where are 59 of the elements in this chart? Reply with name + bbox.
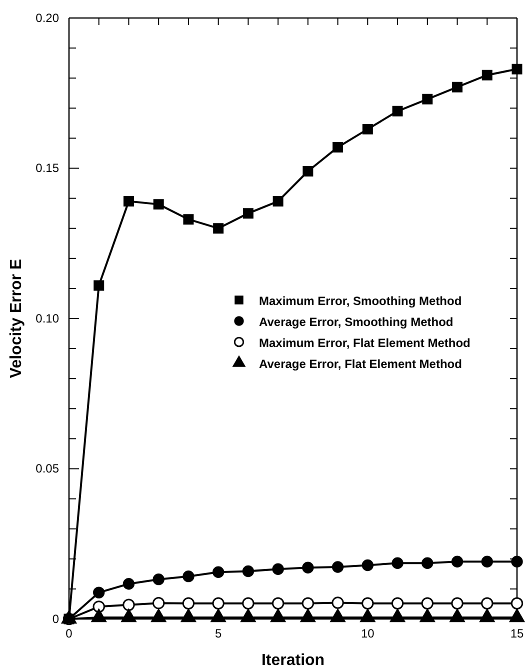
x-tick-label: 10 — [360, 626, 375, 641]
point — [422, 94, 433, 104]
point — [392, 557, 404, 569]
y-tick-label: 0.15 — [36, 161, 60, 176]
point — [272, 196, 284, 207]
point — [510, 597, 524, 610]
point — [452, 82, 463, 92]
point — [272, 597, 284, 610]
point — [212, 597, 224, 610]
point — [422, 557, 434, 569]
point — [332, 142, 344, 152]
point — [153, 199, 164, 210]
point — [183, 214, 194, 225]
point — [302, 562, 314, 574]
point — [152, 596, 165, 610]
point — [272, 563, 284, 575]
point — [512, 64, 522, 74]
y-tick-label: 0.10 — [36, 311, 60, 326]
point — [213, 223, 224, 234]
point — [332, 596, 344, 609]
point — [93, 586, 105, 598]
point — [182, 570, 194, 582]
point — [451, 556, 464, 568]
point — [182, 597, 195, 610]
y-tick-label: 0.05 — [36, 462, 60, 476]
point — [242, 208, 254, 219]
legend-label: Maximum Error, Smoothing Method — [259, 294, 462, 308]
point — [421, 597, 434, 610]
point — [391, 597, 404, 610]
point — [122, 598, 135, 611]
point — [302, 597, 314, 610]
point — [362, 559, 374, 572]
point — [451, 597, 464, 610]
legend-label: Average Error, Flat Element Method — [259, 357, 462, 371]
point — [482, 70, 492, 80]
point — [122, 578, 135, 590]
point — [392, 106, 403, 116]
legend-label: Average Error, Smoothing Method — [259, 315, 454, 329]
point — [242, 597, 254, 610]
point — [481, 597, 494, 610]
legend-label: Maximum Error, Flat Element Method — [259, 336, 470, 350]
point — [302, 166, 314, 176]
point — [362, 597, 374, 610]
point — [152, 573, 164, 586]
point — [212, 566, 224, 578]
x-axis-title: Iteration — [261, 652, 325, 669]
x-tick-label: 0 — [66, 626, 73, 641]
point — [242, 565, 254, 578]
point — [94, 280, 104, 291]
x-tick-label: 15 — [510, 626, 524, 641]
y-axis-title: Velocity Error E — [8, 258, 25, 378]
point — [362, 124, 373, 134]
point — [481, 556, 493, 568]
x-tick-label: 5 — [214, 626, 222, 641]
point — [92, 600, 105, 613]
point — [332, 561, 344, 573]
point — [123, 196, 134, 207]
y-tick-label: 0 — [52, 612, 60, 626]
y-tick-label: 0.20 — [36, 10, 60, 25]
